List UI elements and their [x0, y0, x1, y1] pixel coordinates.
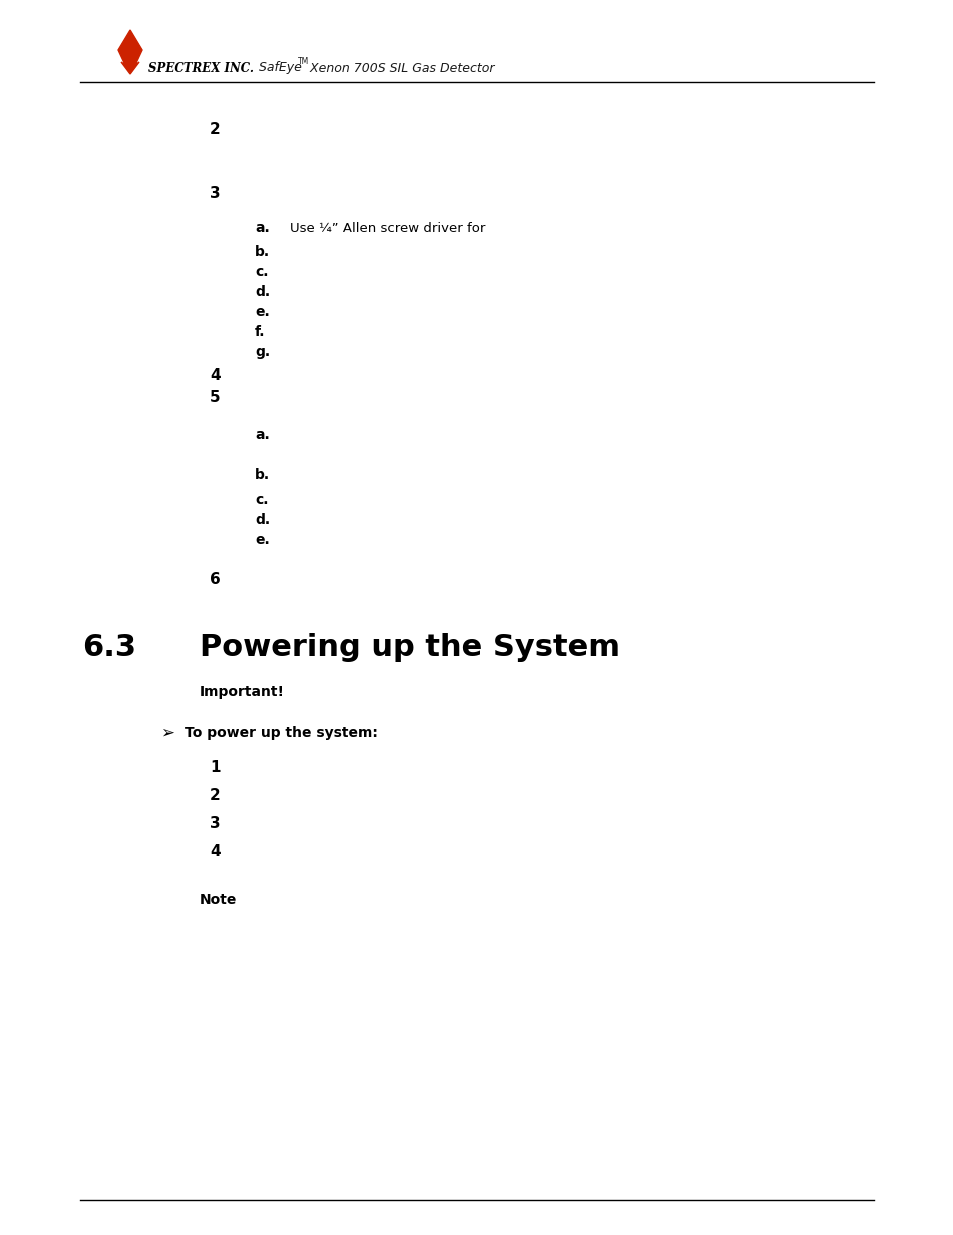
Text: 2: 2: [210, 122, 220, 137]
Text: 1: 1: [210, 761, 220, 776]
Text: 6.3: 6.3: [82, 634, 136, 662]
Text: 3: 3: [210, 185, 220, 200]
Text: e.: e.: [254, 534, 270, 547]
Text: Powering up the System: Powering up the System: [200, 634, 619, 662]
Polygon shape: [118, 30, 142, 74]
Text: SPECTREX INC.: SPECTREX INC.: [148, 62, 253, 74]
Text: To power up the system:: To power up the system:: [185, 726, 377, 740]
Text: c.: c.: [254, 266, 268, 279]
Text: 5: 5: [210, 390, 220, 405]
Text: Xenon 700S SIL Gas Detector: Xenon 700S SIL Gas Detector: [306, 62, 494, 74]
Text: f.: f.: [254, 325, 265, 338]
Text: 4: 4: [210, 845, 220, 860]
Text: 4: 4: [210, 368, 220, 383]
Text: SafEye: SafEye: [254, 62, 301, 74]
Text: a.: a.: [254, 221, 270, 235]
Text: d.: d.: [254, 513, 270, 527]
Text: g.: g.: [254, 345, 270, 359]
Text: e.: e.: [254, 305, 270, 319]
Text: d.: d.: [254, 285, 270, 299]
Text: b.: b.: [254, 245, 270, 259]
Text: 3: 3: [210, 816, 220, 831]
Text: TM: TM: [297, 57, 309, 65]
Text: Note: Note: [200, 893, 237, 906]
Text: 6: 6: [210, 573, 220, 588]
Text: 2: 2: [210, 788, 220, 804]
Text: b.: b.: [254, 468, 270, 482]
Text: Use ¼” Allen screw driver for: Use ¼” Allen screw driver for: [290, 221, 485, 235]
Text: ➢: ➢: [160, 724, 173, 742]
Text: a.: a.: [254, 429, 270, 442]
Text: c.: c.: [254, 493, 268, 508]
Text: Important!: Important!: [200, 685, 285, 699]
